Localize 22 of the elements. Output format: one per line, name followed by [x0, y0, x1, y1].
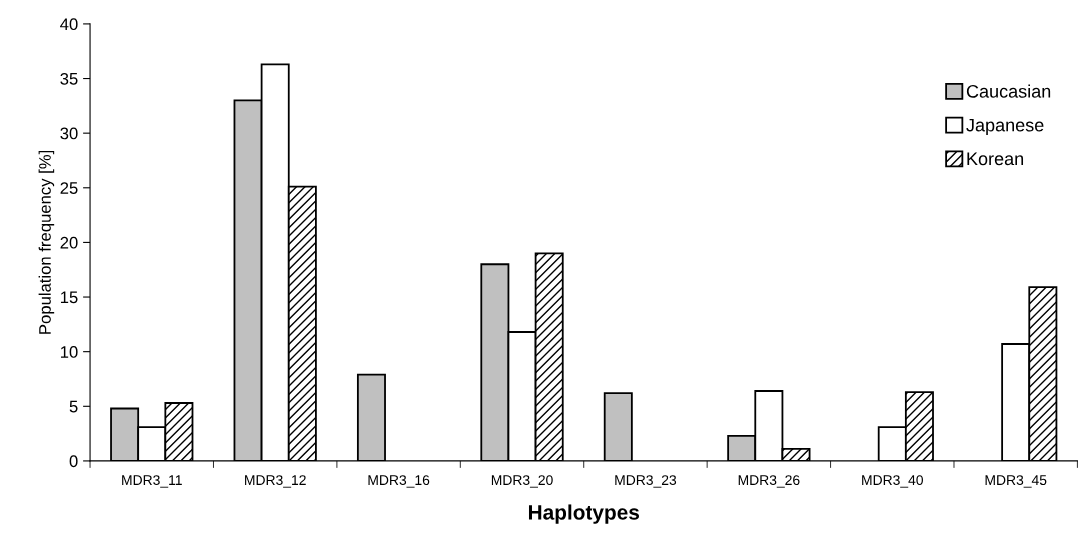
y-tick-label: 20: [60, 236, 78, 249]
y-tick-label: 35: [60, 72, 78, 85]
legend-label: Japanese: [966, 118, 1044, 136]
x-tick-label: MDR3_11: [122, 475, 182, 488]
x-tick-label: MDR3_16: [368, 475, 430, 488]
y-tick-label: 30: [60, 127, 78, 140]
y-tick-label: 25: [60, 182, 78, 194]
y-axis-title: Population frequency [%]: [38, 150, 55, 334]
y-tick-label: 5: [69, 400, 78, 413]
x-tick-label: MDR3_23: [615, 475, 677, 488]
legend-label: Caucasian: [966, 84, 1051, 98]
legend-label: Korean: [967, 152, 1024, 166]
x-axis-title: Haplotypes: [528, 504, 640, 524]
x-tick-label: MDR3_20: [491, 475, 553, 488]
y-tick-label: 40: [60, 18, 78, 31]
x-tick-label: MDR3_26: [738, 475, 800, 488]
y-tick-label: 10: [60, 346, 78, 358]
x-tick-label: MDR3_12: [245, 475, 306, 488]
x-tick-label: MDR3_45: [985, 475, 1047, 488]
y-tick-label: 15: [60, 291, 78, 304]
y-tick-label: 0: [69, 455, 78, 468]
x-tick-label: MDR3_40: [862, 475, 923, 488]
